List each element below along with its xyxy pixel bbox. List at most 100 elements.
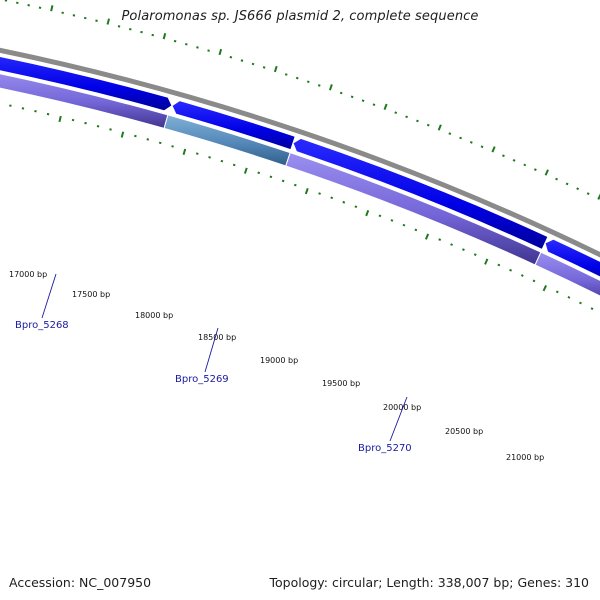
outer-minor-tick: [555, 177, 558, 181]
topology-summary: Topology: circular; Length: 338,007 bp; …: [269, 575, 590, 590]
scale-minor-tick: [342, 200, 346, 204]
outer-major-tick: [437, 124, 442, 131]
scale-major-tick: [424, 233, 430, 240]
outer-minor-tick: [361, 99, 365, 103]
scale-major-tick: [243, 167, 248, 174]
scale-minor-tick: [158, 141, 162, 145]
scale-label: 20000 bp: [383, 403, 421, 412]
scale-minor-tick: [269, 175, 273, 179]
scale-minor-tick: [520, 274, 524, 277]
scale-minor-tick: [390, 219, 394, 222]
outer-minor-tick: [339, 91, 343, 95]
outer-major-tick: [544, 169, 549, 176]
scale-minor-tick: [532, 279, 536, 283]
scale-major-tick: [58, 115, 62, 123]
scale-tick-marks: [9, 104, 594, 311]
accession-label: Accession: NC_007950: [9, 575, 152, 590]
outer-minor-tick: [140, 30, 143, 34]
outer-minor-tick: [229, 55, 233, 59]
outer-minor-tick: [576, 187, 580, 191]
scale-minor-tick: [134, 134, 137, 138]
outer-minor-tick: [184, 43, 188, 46]
outer-major-tick: [273, 65, 278, 73]
outer-minor-tick: [240, 59, 244, 62]
gene-label-bpro-5270[interactable]: Bpro_5270: [358, 443, 412, 454]
outer-major-tick: [218, 48, 223, 56]
outer-tick-marks: [4, 0, 600, 200]
outer-minor-tick: [512, 158, 516, 162]
scale-minor-tick: [109, 128, 112, 131]
outer-minor-tick: [262, 66, 266, 69]
outer-minor-tick: [350, 95, 354, 99]
scale-minor-tick: [232, 163, 236, 167]
reverse-strand-genes: [0, 73, 600, 304]
outer-minor-tick: [502, 154, 505, 158]
gene-label-leaders: [41, 273, 408, 442]
scale-minor-tick: [462, 248, 465, 251]
scale-labels: 17000 bp 17500 bp 18000 bp 18500 bp 1900…: [9, 270, 544, 462]
scale-minor-tick: [171, 145, 174, 148]
forward-gene-1[interactable]: [0, 53, 173, 112]
outer-major-tick: [162, 33, 167, 40]
scale-minor-tick: [414, 228, 418, 232]
outer-minor-tick: [251, 62, 255, 66]
scale-minor-tick: [509, 268, 512, 272]
outer-minor-tick: [306, 80, 310, 84]
scale-minor-tick: [555, 290, 559, 294]
scale-label: 19500 bp: [322, 379, 360, 388]
scale-major-tick: [182, 148, 187, 156]
outer-minor-tick: [459, 136, 462, 140]
outer-minor-tick: [317, 84, 321, 87]
scale-minor-tick: [590, 307, 594, 311]
scale-minor-tick: [473, 253, 477, 257]
forward-gene-4[interactable]: [544, 238, 600, 285]
outer-minor-tick: [207, 49, 210, 52]
outer-minor-tick: [469, 141, 473, 144]
outer-minor-tick: [448, 132, 452, 135]
outer-minor-tick: [173, 39, 177, 43]
scale-label: 18500 bp: [198, 333, 236, 342]
scale-minor-tick: [330, 196, 334, 200]
scale-label: 17000 bp: [9, 270, 47, 279]
leader-line-bpro-5269: [204, 327, 219, 373]
scale-minor-tick: [208, 156, 211, 159]
outer-minor-tick: [284, 73, 288, 76]
outer-minor-tick: [372, 103, 376, 106]
gene-label-bpro-5269[interactable]: Bpro_5269: [175, 374, 229, 385]
scale-minor-tick: [378, 214, 382, 218]
scale-major-tick: [120, 131, 125, 138]
scale-minor-tick: [402, 223, 406, 227]
scale-minor-tick: [579, 301, 582, 305]
reverse-gene-4[interactable]: [534, 251, 600, 304]
scale-major-tick: [365, 209, 370, 217]
scale-major-tick: [304, 187, 309, 195]
forward-gene-3[interactable]: [292, 137, 549, 251]
gene-label-bpro-5268[interactable]: Bpro_5268: [15, 320, 69, 331]
outer-minor-tick: [523, 163, 527, 167]
scale-label: 18000 bp: [135, 311, 173, 320]
outer-minor-tick: [533, 168, 537, 171]
outer-major-tick: [328, 84, 333, 91]
scale-label: 21000 bp: [506, 453, 544, 462]
forward-strand-genes: [0, 53, 600, 285]
leader-line-bpro-5270: [389, 396, 408, 442]
scale-label: 19000 bp: [260, 356, 298, 365]
gene-labels: Bpro_5268 Bpro_5269 Bpro_5270: [15, 320, 412, 454]
outer-minor-tick: [394, 111, 398, 115]
outer-major-tick: [50, 5, 54, 12]
scale-minor-tick: [318, 192, 321, 195]
scale-minor-tick: [281, 179, 285, 183]
outer-minor-tick: [405, 115, 408, 119]
scale-minor-tick: [497, 263, 501, 267]
scale-major-tick: [484, 258, 489, 265]
outer-minor-tick: [295, 76, 299, 80]
outer-major-tick: [383, 103, 388, 110]
scale-minor-tick: [146, 138, 150, 141]
scale-minor-tick: [293, 183, 297, 187]
outer-minor-tick: [196, 46, 199, 49]
scale-minor-tick: [450, 243, 453, 246]
scale-major-tick: [542, 285, 547, 292]
scale-label: 20500 bp: [445, 427, 483, 436]
